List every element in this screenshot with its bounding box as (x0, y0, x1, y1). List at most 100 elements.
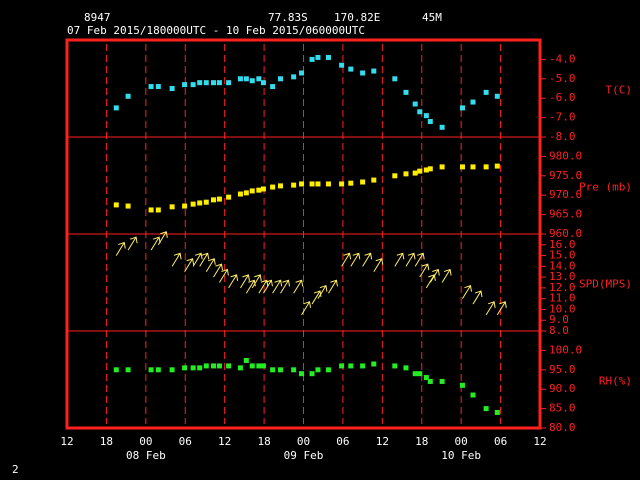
data-point (427, 118, 433, 124)
data-point (403, 365, 409, 371)
x-tick-label: 00 (297, 435, 310, 448)
data-point (260, 363, 266, 369)
data-point (339, 62, 345, 68)
data-point (148, 84, 154, 90)
data-point (249, 78, 255, 84)
wind-arrow (405, 252, 416, 267)
data-point (210, 363, 216, 369)
data-point (403, 89, 409, 95)
y-tick-label: 9.0 (549, 313, 569, 326)
data-point (148, 367, 154, 373)
wind-arrow (425, 274, 436, 289)
data-point (392, 173, 398, 179)
data-point (299, 70, 305, 76)
data-point (182, 203, 188, 209)
y-tick-label: -4.0 (549, 52, 576, 65)
data-point (249, 188, 255, 194)
data-point (417, 109, 423, 115)
wind-arrow (263, 279, 273, 294)
data-point (315, 54, 321, 60)
wind-arrow (150, 236, 161, 251)
data-point (155, 207, 161, 213)
data-point (113, 367, 119, 373)
data-point (237, 76, 243, 82)
wind-arrow (272, 279, 283, 294)
data-point (169, 204, 175, 210)
y-tick-label: 960.0 (549, 227, 582, 240)
y-tick-label: 14.0 (549, 259, 576, 272)
wind-arrow (328, 279, 338, 294)
wind-arrow (362, 252, 373, 267)
data-point (197, 200, 203, 206)
data-point (197, 365, 203, 371)
data-point (226, 194, 232, 200)
data-point (190, 201, 196, 207)
x-tick-label: 12 (60, 435, 73, 448)
data-point (360, 179, 366, 185)
data-point (291, 367, 297, 373)
data-point (439, 124, 445, 130)
wind-arrow (472, 290, 483, 305)
data-point (299, 181, 305, 187)
data-point (210, 80, 216, 86)
data-point (226, 80, 232, 86)
data-point (125, 367, 131, 373)
data-point (360, 70, 366, 76)
data-point (309, 371, 315, 377)
data-point (494, 163, 500, 169)
longitude: 170.82E (334, 11, 380, 24)
x-tick-label: 00 (455, 435, 468, 448)
wind-arrow (213, 263, 223, 278)
data-point (360, 363, 366, 369)
wind-arrow (429, 268, 440, 283)
data-point (243, 357, 249, 363)
data-point (210, 197, 216, 203)
data-point (309, 181, 315, 187)
wind-arrow (240, 274, 250, 289)
data-point (459, 105, 465, 111)
data-point (291, 74, 297, 80)
wind-arrow (317, 285, 328, 299)
data-point (291, 182, 297, 188)
data-point (190, 82, 196, 88)
data-point (203, 199, 209, 205)
data-point (348, 363, 354, 369)
data-point (483, 89, 489, 95)
data-point (197, 80, 203, 86)
y-tick-label: 10.0 (549, 302, 576, 315)
data-point (260, 80, 266, 86)
panel-label: Pre (mb) (579, 180, 632, 193)
wind-arrow (115, 241, 126, 256)
data-point (494, 409, 500, 415)
x-tick-label: 00 (139, 435, 152, 448)
wind-arrow (341, 252, 352, 267)
data-point (249, 363, 255, 369)
data-point (325, 181, 331, 187)
data-point (243, 76, 249, 82)
y-tick-label: 12.0 (549, 281, 576, 294)
data-point (423, 113, 429, 119)
wind-arrow (496, 301, 507, 316)
data-point (417, 371, 423, 377)
period: 07 Feb 2015/180000UTC - 10 Feb 2015/0600… (67, 24, 365, 37)
x-tick-label: 12 (218, 435, 231, 448)
data-point (190, 365, 196, 371)
y-tick-label: -6.0 (549, 91, 576, 104)
data-point (113, 202, 119, 208)
x-tick-label: 18 (257, 435, 270, 448)
data-point (256, 76, 262, 82)
data-point (278, 183, 284, 189)
data-point (348, 66, 354, 72)
data-point (325, 367, 331, 373)
data-point (339, 363, 345, 369)
y-tick-label: 970.0 (549, 188, 582, 201)
data-point (483, 406, 489, 412)
y-tick-label: 80.0 (549, 421, 576, 434)
x-tick-label: 12 (376, 435, 389, 448)
data-point (412, 170, 418, 176)
wind-arrow (414, 252, 425, 267)
data-point (470, 99, 476, 105)
data-point (113, 105, 119, 111)
wind-arrow (462, 285, 472, 299)
